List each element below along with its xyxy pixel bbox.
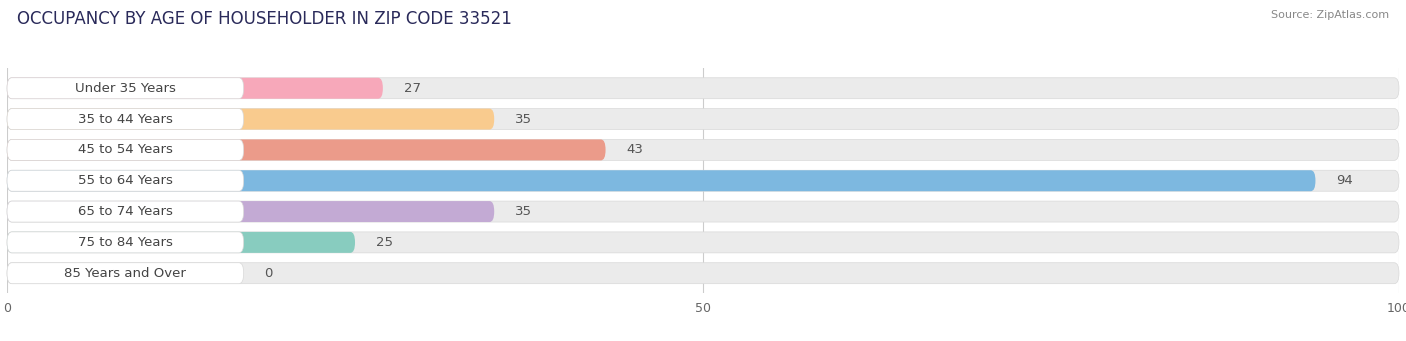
Text: 0: 0 <box>264 267 273 280</box>
FancyBboxPatch shape <box>7 232 243 253</box>
FancyBboxPatch shape <box>7 78 382 99</box>
Text: Under 35 Years: Under 35 Years <box>75 82 176 95</box>
Text: 65 to 74 Years: 65 to 74 Years <box>77 205 173 218</box>
FancyBboxPatch shape <box>7 139 606 160</box>
Text: 55 to 64 Years: 55 to 64 Years <box>77 174 173 187</box>
Text: 35 to 44 Years: 35 to 44 Years <box>77 113 173 125</box>
Text: Source: ZipAtlas.com: Source: ZipAtlas.com <box>1271 10 1389 20</box>
Text: 35: 35 <box>515 113 531 125</box>
Text: 43: 43 <box>627 144 644 157</box>
Text: 25: 25 <box>375 236 392 249</box>
Text: 94: 94 <box>1336 174 1353 187</box>
FancyBboxPatch shape <box>7 263 1399 284</box>
FancyBboxPatch shape <box>7 170 1399 191</box>
FancyBboxPatch shape <box>7 201 243 222</box>
FancyBboxPatch shape <box>7 108 495 130</box>
FancyBboxPatch shape <box>7 78 243 99</box>
FancyBboxPatch shape <box>7 139 243 160</box>
FancyBboxPatch shape <box>7 170 243 191</box>
FancyBboxPatch shape <box>7 232 354 253</box>
Text: OCCUPANCY BY AGE OF HOUSEHOLDER IN ZIP CODE 33521: OCCUPANCY BY AGE OF HOUSEHOLDER IN ZIP C… <box>17 10 512 28</box>
FancyBboxPatch shape <box>7 170 1316 191</box>
FancyBboxPatch shape <box>7 108 243 130</box>
FancyBboxPatch shape <box>7 108 1399 130</box>
Text: 45 to 54 Years: 45 to 54 Years <box>77 144 173 157</box>
FancyBboxPatch shape <box>7 232 1399 253</box>
Text: 27: 27 <box>404 82 420 95</box>
FancyBboxPatch shape <box>7 201 1399 222</box>
FancyBboxPatch shape <box>7 78 1399 99</box>
Text: 35: 35 <box>515 205 531 218</box>
FancyBboxPatch shape <box>7 263 243 284</box>
FancyBboxPatch shape <box>7 201 495 222</box>
FancyBboxPatch shape <box>7 139 1399 160</box>
Text: 85 Years and Over: 85 Years and Over <box>65 267 186 280</box>
Text: 75 to 84 Years: 75 to 84 Years <box>77 236 173 249</box>
